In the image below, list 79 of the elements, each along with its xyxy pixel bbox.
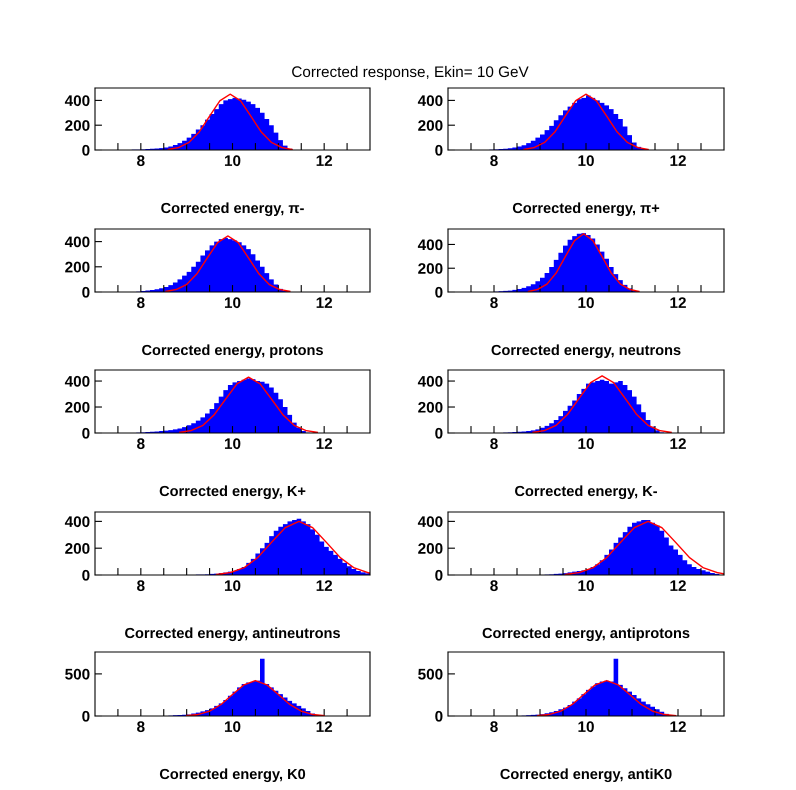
line-series bbox=[564, 520, 724, 575]
y-tick-label: 400 bbox=[418, 239, 443, 250]
x-axis-title: Corrected energy, π- bbox=[161, 202, 304, 216]
y-tick-label: 500 bbox=[65, 668, 90, 680]
x-tick-label: 12 bbox=[316, 297, 332, 308]
x-tick-label: 12 bbox=[316, 721, 332, 732]
y-tick-label: 400 bbox=[418, 95, 443, 106]
x-axis-title: Corrected energy, K+ bbox=[160, 485, 306, 500]
y-tick-label: 0 bbox=[435, 428, 443, 439]
line-series bbox=[537, 680, 676, 716]
x-tick-label: 12 bbox=[670, 580, 686, 591]
y-tick-label: 400 bbox=[64, 95, 90, 106]
line-series bbox=[179, 376, 318, 433]
x-tick-label: 8 bbox=[137, 155, 145, 166]
y-tick-label: 0 bbox=[435, 570, 443, 581]
y-tick-label: 400 bbox=[64, 376, 90, 387]
x-tick-label: 10 bbox=[578, 297, 594, 308]
y-tick-label: 0 bbox=[82, 286, 90, 298]
y-tick-label: 200 bbox=[418, 120, 443, 131]
x-tick-label: 10 bbox=[578, 155, 594, 166]
y-tick-label: 500 bbox=[418, 668, 443, 680]
x-tick-label: 10 bbox=[578, 721, 594, 732]
x-tick-label: 8 bbox=[137, 297, 145, 308]
y-tick-label: 200 bbox=[418, 263, 443, 274]
x-axis-title: Corrected energy, antiprotons bbox=[482, 627, 690, 642]
x-tick-label: 12 bbox=[316, 155, 332, 166]
x-tick-label: 10 bbox=[224, 297, 240, 308]
x-tick-label: 12 bbox=[316, 438, 332, 449]
y-tick-label: 400 bbox=[418, 376, 443, 387]
line-series bbox=[168, 94, 293, 150]
x-tick-label: 10 bbox=[224, 580, 240, 592]
x-tick-label: 12 bbox=[670, 297, 686, 308]
x-axis-title: Corrected energy, protons bbox=[142, 344, 323, 358]
y-tick-label: 0 bbox=[435, 144, 443, 156]
y-tick-label: 400 bbox=[64, 516, 90, 528]
line-series bbox=[523, 94, 649, 150]
y-tick-label: 200 bbox=[65, 543, 90, 554]
y-tick-label: 0 bbox=[82, 570, 90, 581]
x-tick-label: 8 bbox=[490, 721, 498, 732]
text: Corrected response, Ekin= 10 GeV bbox=[292, 66, 529, 80]
y-tick-label: 0 bbox=[82, 710, 90, 722]
x-tick-label: 12 bbox=[670, 155, 686, 166]
y-tick-label: 400 bbox=[64, 236, 90, 248]
line-series bbox=[532, 375, 672, 433]
x-axis-title: Corrected energy, K- bbox=[515, 485, 658, 500]
y-tick-label: 0 bbox=[82, 144, 90, 156]
x-axis-title: Corrected energy, antiK0 bbox=[500, 768, 672, 782]
y-tick-label: 200 bbox=[418, 543, 443, 554]
x-axis-title: Corrected energy, π+ bbox=[512, 202, 660, 216]
y-tick-label: 200 bbox=[65, 402, 90, 413]
x-tick-label: 10 bbox=[578, 580, 594, 592]
y-tick-label: 400 bbox=[418, 516, 443, 528]
x-tick-label: 12 bbox=[670, 438, 686, 449]
y-tick-label: 0 bbox=[435, 286, 443, 298]
x-tick-label: 8 bbox=[490, 155, 498, 166]
x-axis-title: Corrected energy, K0 bbox=[160, 768, 306, 782]
x-tick-label: 8 bbox=[490, 438, 498, 450]
x-tick-label: 12 bbox=[316, 580, 332, 591]
x-tick-label: 12 bbox=[670, 721, 686, 732]
x-tick-label: 8 bbox=[490, 297, 498, 308]
y-tick-label: 0 bbox=[435, 710, 443, 722]
x-tick-label: 10 bbox=[224, 155, 240, 166]
x-tick-label: 10 bbox=[578, 438, 594, 450]
x-tick-label: 8 bbox=[490, 580, 498, 592]
x-tick-label: 8 bbox=[137, 721, 145, 732]
line-series bbox=[165, 235, 290, 292]
x-axis-title: Corrected energy, neutrons bbox=[492, 344, 680, 358]
y-tick-label: 200 bbox=[65, 262, 90, 272]
x-tick-label: 10 bbox=[224, 438, 240, 450]
x-tick-label: 8 bbox=[137, 438, 145, 450]
line-series bbox=[216, 520, 370, 575]
x-tick-label: 10 bbox=[224, 721, 240, 732]
line-series bbox=[528, 233, 640, 292]
x-tick-label: 8 bbox=[137, 580, 145, 592]
y-tick-label: 200 bbox=[418, 402, 443, 413]
y-tick-label: 200 bbox=[65, 120, 90, 131]
x-axis-title: Corrected energy, antineutrons bbox=[125, 627, 340, 642]
y-tick-label: 0 bbox=[82, 428, 90, 439]
line-series bbox=[186, 680, 325, 716]
